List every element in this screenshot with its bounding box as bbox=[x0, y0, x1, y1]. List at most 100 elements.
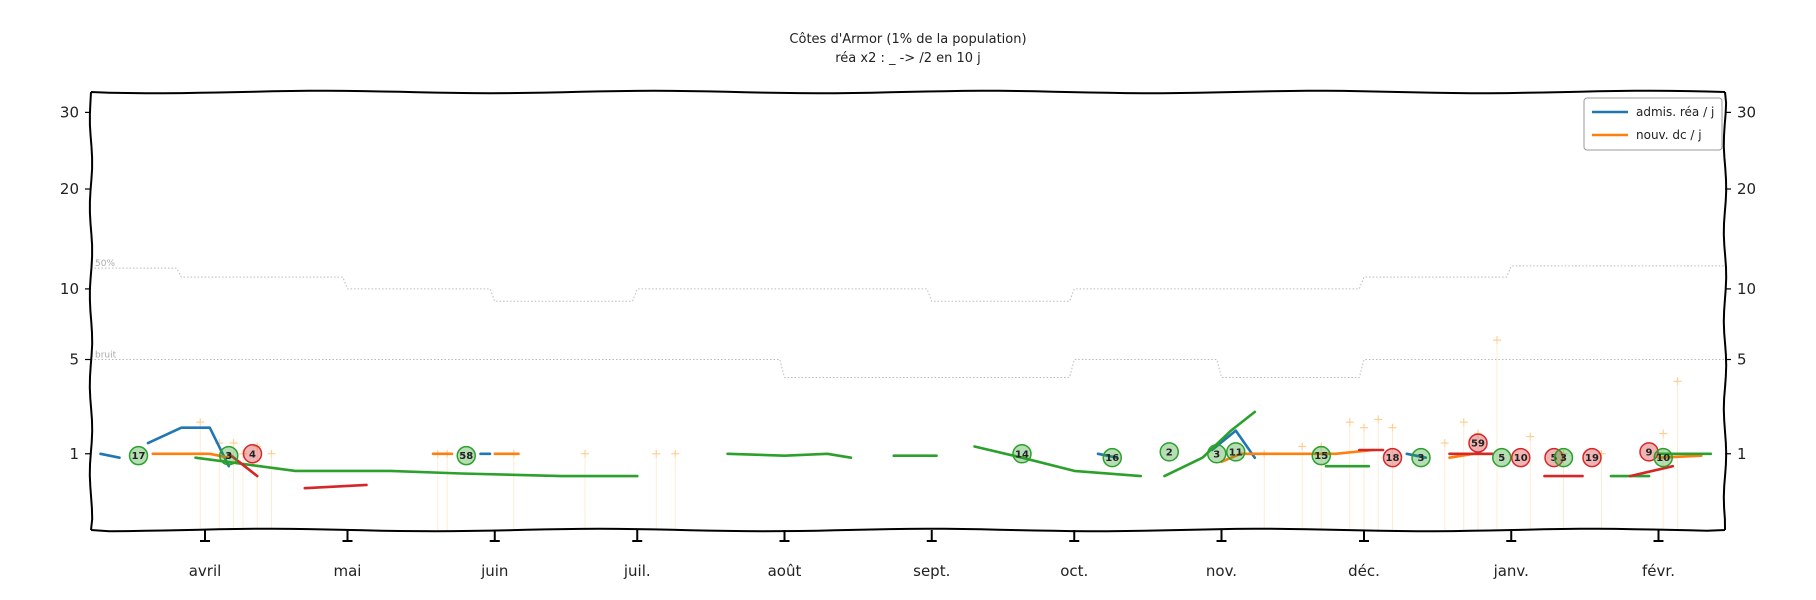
annotation-bubble: 4 bbox=[242, 444, 263, 464]
annotation-label: 14 bbox=[1015, 449, 1029, 460]
annotation-bubble: 17 bbox=[128, 445, 149, 466]
x-tick-label: déc. bbox=[1348, 562, 1380, 580]
annotation-label: 10 bbox=[1514, 453, 1528, 464]
daily-marker bbox=[443, 449, 452, 530]
annotation-bubble: 10 bbox=[1511, 447, 1531, 468]
daily-marker bbox=[1493, 336, 1501, 530]
x-tick-label: juin bbox=[480, 562, 508, 580]
series-line-2 bbox=[194, 456, 639, 478]
annotation-label: 3 bbox=[1560, 453, 1567, 464]
reference-line-label: 50% bbox=[95, 259, 115, 269]
annotation-label: 18 bbox=[1386, 453, 1400, 464]
annotation-label: 17 bbox=[132, 451, 146, 462]
daily-marker bbox=[1388, 423, 1397, 530]
x-tick-label: oct. bbox=[1060, 562, 1088, 580]
annotation-circle bbox=[1159, 442, 1179, 462]
annotation-circle bbox=[1653, 447, 1673, 468]
daily-marker bbox=[1440, 439, 1449, 530]
series-line-1 bbox=[1657, 454, 1703, 460]
y-tick-label-left: 5 bbox=[69, 351, 79, 369]
annotation-bubble: 58 bbox=[456, 445, 476, 466]
annotation-bubble: 2 bbox=[1159, 442, 1179, 462]
annotation-circle bbox=[1411, 447, 1431, 468]
x-tick-label: nov. bbox=[1206, 562, 1237, 580]
annotation-circle bbox=[1012, 444, 1032, 464]
annotation-circle bbox=[456, 445, 476, 466]
y-tick-label-right: 5 bbox=[1737, 351, 1747, 369]
x-tick-label: mai bbox=[334, 562, 362, 580]
annotation-bubble: 3 bbox=[1553, 447, 1574, 468]
annotation-circle bbox=[242, 444, 263, 464]
annotation-circle bbox=[1639, 442, 1659, 462]
daily-marker bbox=[671, 449, 680, 530]
x-tick-label: juil. bbox=[623, 562, 651, 580]
annotation-circle bbox=[219, 445, 239, 466]
annotation-circle bbox=[1492, 447, 1512, 468]
annotation-circle bbox=[1582, 447, 1602, 468]
y-tick-label-left: 20 bbox=[60, 180, 79, 198]
y-tick-label-right: 30 bbox=[1737, 103, 1756, 121]
annotation-label: 2 bbox=[1166, 447, 1173, 458]
annotation-circle bbox=[1468, 433, 1488, 453]
annotation-bubble: 3 bbox=[1207, 444, 1227, 464]
annotation-bubble: 3 bbox=[219, 445, 239, 466]
annotation-label: 4 bbox=[249, 449, 256, 460]
series-lines bbox=[99, 410, 1713, 490]
x-tick-label: janv. bbox=[1493, 562, 1529, 580]
daily-marker bbox=[1360, 423, 1368, 530]
series-line-0 bbox=[1405, 452, 1428, 460]
y-tick-label-right: 10 bbox=[1737, 280, 1756, 298]
daily-marker bbox=[1459, 418, 1468, 530]
annotation-label: 3 bbox=[225, 451, 232, 462]
series-line-0 bbox=[1210, 429, 1257, 460]
legend-label-admis-rea: admis. réa / j bbox=[1636, 105, 1714, 119]
annotation-label: 3 bbox=[1418, 453, 1425, 464]
annotation-bubble: 10 bbox=[1653, 447, 1673, 468]
annotation-label: 5 bbox=[1498, 453, 1505, 464]
x-tick-label: sept. bbox=[913, 562, 950, 580]
daily-marker bbox=[652, 449, 661, 530]
annotation-label: 16 bbox=[1105, 453, 1119, 464]
series-line-0 bbox=[1096, 452, 1119, 460]
series-line-2 bbox=[726, 452, 853, 460]
annotation-circle bbox=[1511, 447, 1531, 468]
legend-label-nouv-dc: nouv. dc / j bbox=[1636, 128, 1702, 142]
reference-lines: 50% bruit bbox=[91, 259, 1725, 378]
y-tick-label-right: 20 bbox=[1737, 180, 1756, 198]
annotation-label: 15 bbox=[1314, 451, 1328, 462]
series-line-0 bbox=[146, 426, 231, 468]
legend: admis. réa / j nouv. dc / j bbox=[1583, 97, 1723, 151]
daily-marker bbox=[267, 449, 276, 530]
daily-marker bbox=[1345, 418, 1354, 530]
daily-markers bbox=[196, 336, 1682, 530]
annotation-bubble: 11 bbox=[1226, 442, 1246, 462]
annotation-circle bbox=[1226, 442, 1246, 462]
daily-marker bbox=[1260, 449, 1269, 530]
daily-marker bbox=[1659, 429, 1668, 530]
daily-marker bbox=[196, 418, 205, 530]
series-line-1 bbox=[1220, 448, 1375, 464]
annotation-label: 9 bbox=[1646, 447, 1653, 458]
y-tick-label-left: 30 bbox=[60, 103, 79, 121]
series-line-0 bbox=[99, 452, 121, 460]
y-tick-label-left: 1 bbox=[69, 445, 79, 463]
annotation-label: 59 bbox=[1471, 439, 1485, 450]
annotation-bubble: 15 bbox=[1311, 445, 1331, 466]
daily-marker bbox=[509, 449, 518, 530]
annotation-bubble: 3 bbox=[1411, 447, 1431, 468]
annotation-circle bbox=[1553, 447, 1574, 468]
daily-marker bbox=[433, 449, 442, 530]
annotation-circle bbox=[1102, 447, 1122, 468]
annotation-circle bbox=[128, 445, 149, 466]
reference-line bbox=[91, 359, 1725, 378]
annotation-circle bbox=[1382, 447, 1403, 468]
annotation-bubble: 18 bbox=[1382, 447, 1403, 468]
annotation-bubble: 59 bbox=[1468, 433, 1488, 453]
annotation-circle bbox=[1311, 445, 1331, 466]
annotation-label: 3 bbox=[1213, 449, 1220, 460]
annotation-label: 10 bbox=[1656, 453, 1670, 464]
daily-marker bbox=[581, 449, 589, 530]
